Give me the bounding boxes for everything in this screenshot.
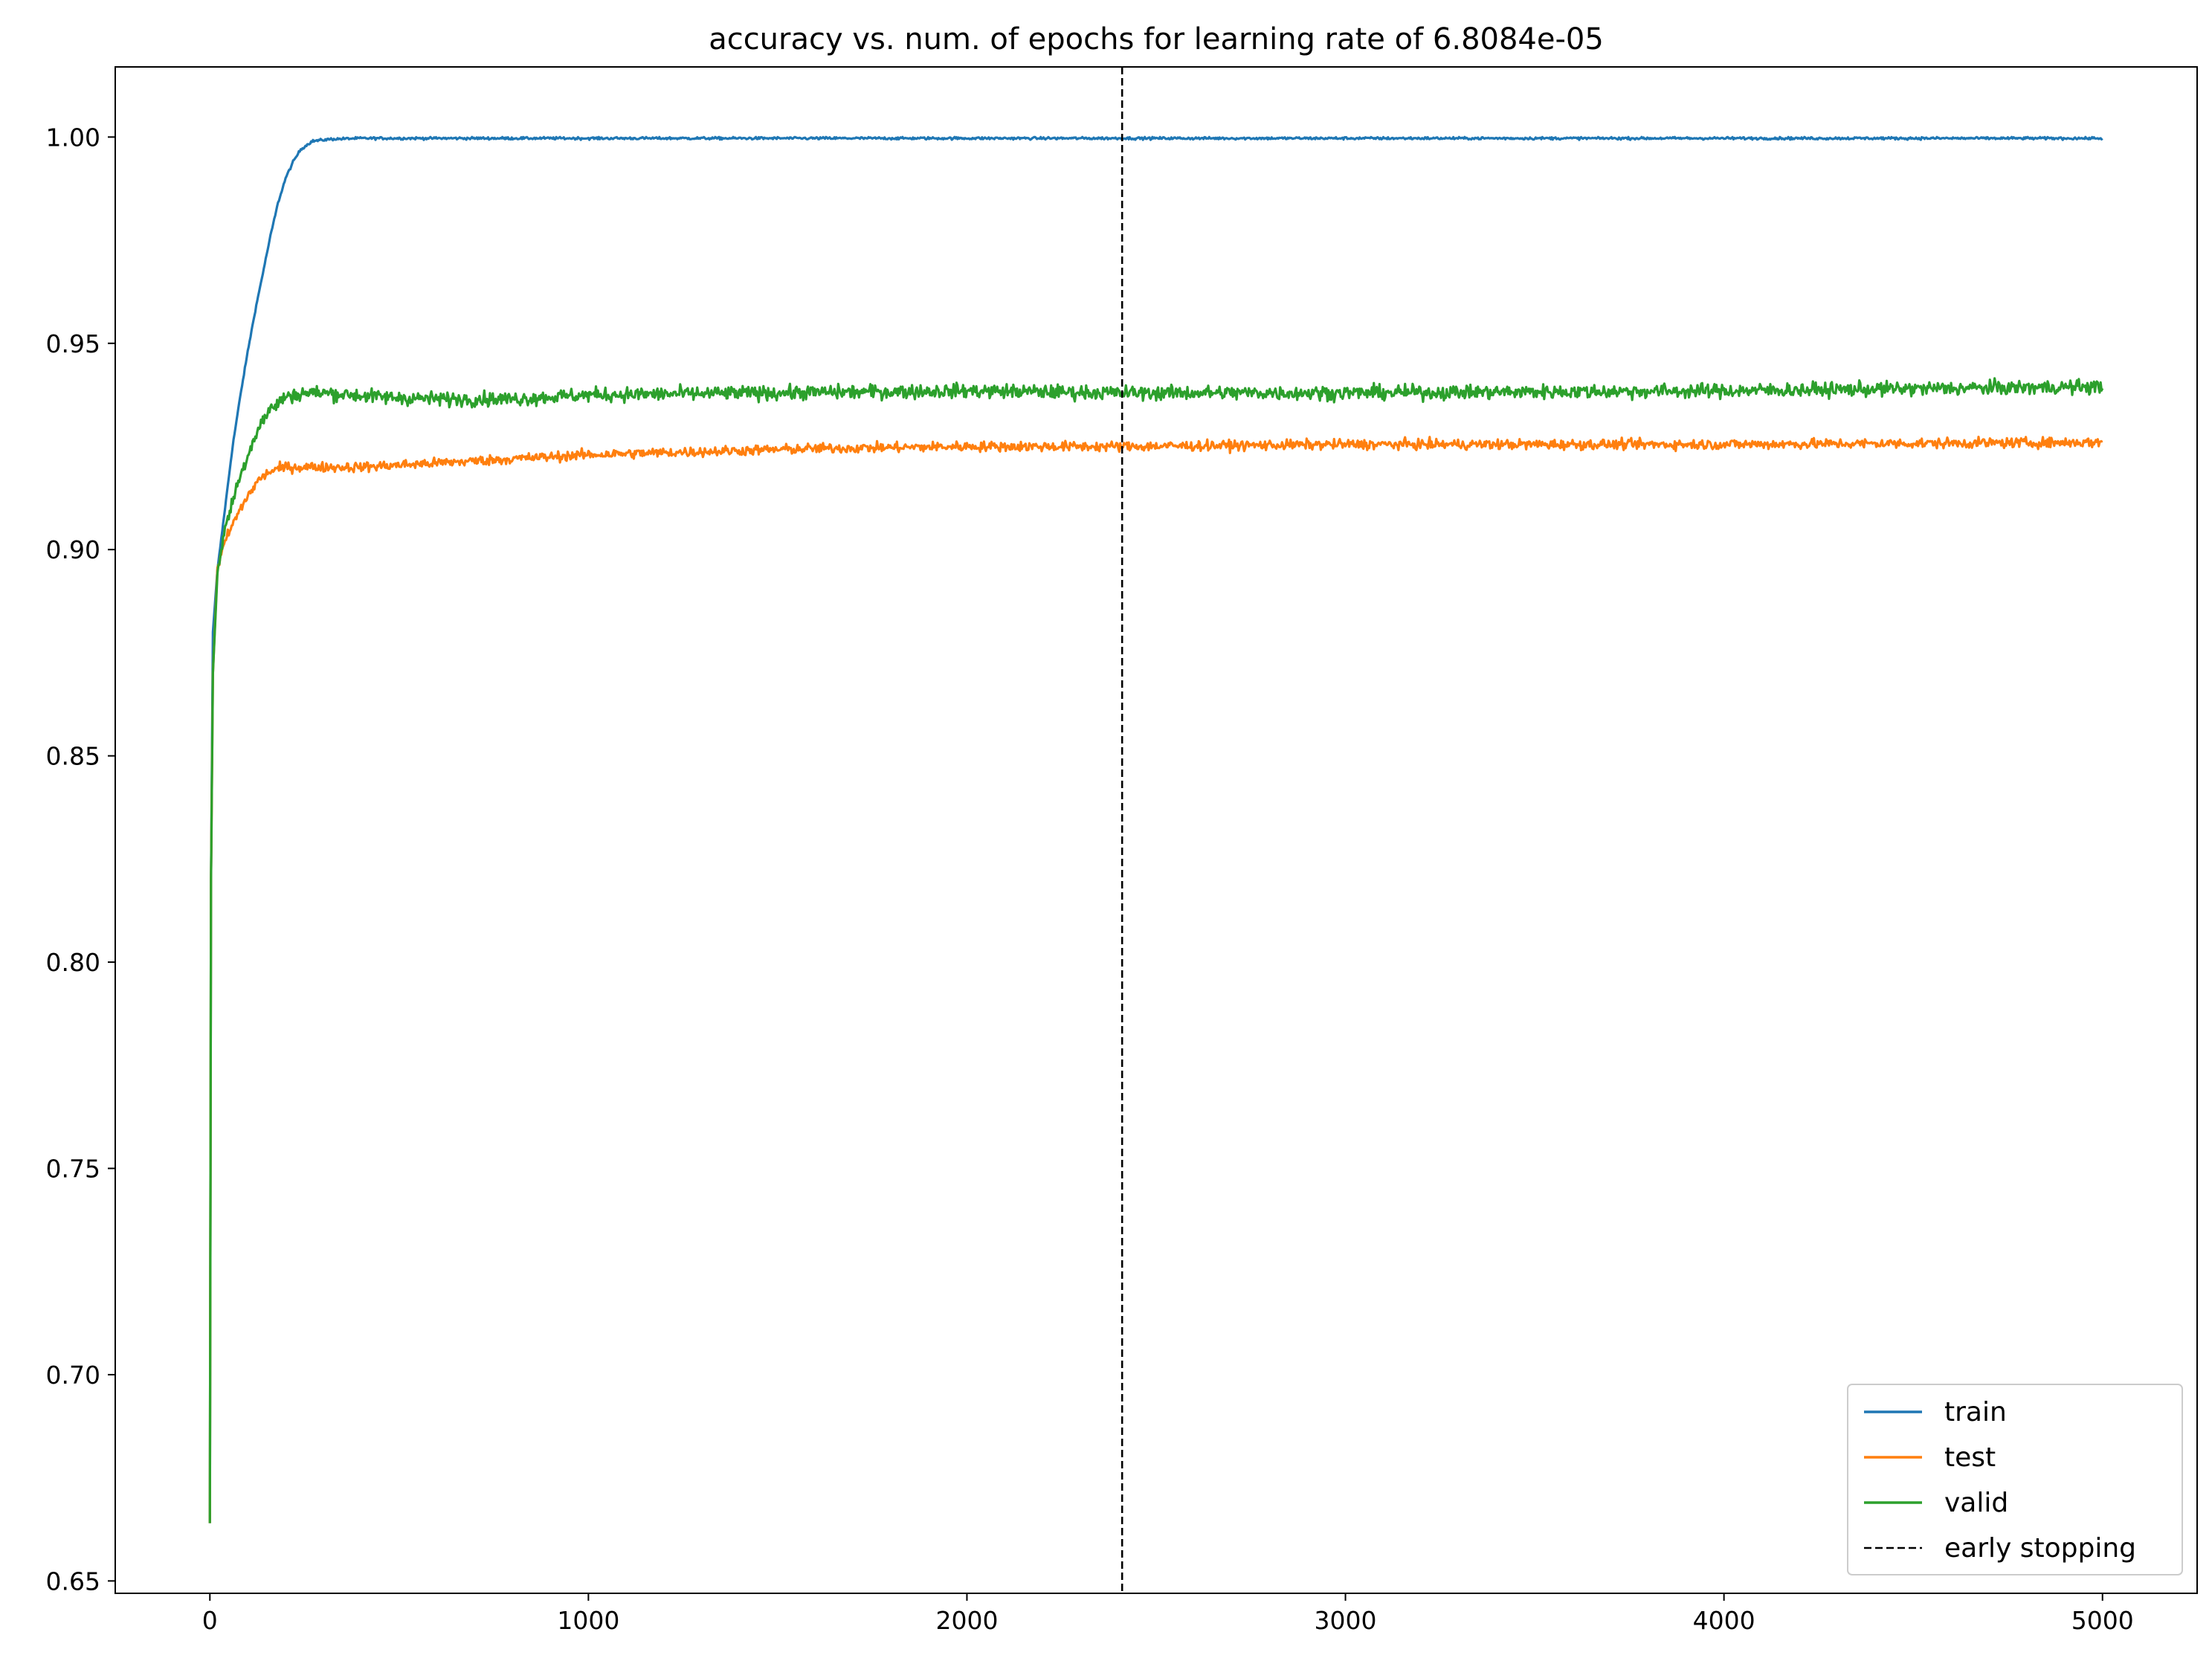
x-tick-label: 5000	[2071, 1606, 2134, 1635]
series-layer	[208, 67, 2104, 1593]
y-tick-label: 0.95	[46, 329, 100, 358]
series-line-test	[208, 435, 2103, 1523]
legend-label: test	[1944, 1442, 1996, 1473]
series-line-valid	[208, 377, 2104, 1523]
legend-box	[1847, 1384, 2183, 1575]
y-tick-label: 0.70	[46, 1361, 100, 1390]
legend-label: train	[1944, 1397, 2007, 1428]
y-tick-label: 0.65	[46, 1567, 100, 1596]
legend: train test valid early stopping	[1847, 1384, 2183, 1575]
legend-label: early stopping	[1944, 1533, 2136, 1564]
y-tick-label: 0.90	[46, 535, 100, 564]
plot-frame	[115, 66, 2198, 1594]
x-tick-label: 1000	[557, 1606, 619, 1635]
legend-label: valid	[1944, 1488, 2008, 1518]
y-tick-label: 0.80	[46, 948, 100, 977]
x-tick-label: 4000	[1693, 1606, 1755, 1635]
y-tick-label: 0.75	[46, 1154, 100, 1183]
axes-layer: 0 1000 2000 3000 4000 5000 0.65 0.70 0.75 0.80 0.8…	[46, 66, 2198, 1635]
series-line-train	[208, 135, 2103, 1523]
x-tick-label: 2000	[935, 1606, 998, 1635]
y-tick-label: 1.00	[46, 123, 100, 152]
x-tick-label: 0	[202, 1606, 218, 1635]
x-tick-label: 3000	[1315, 1606, 1377, 1635]
chart-title: accuracy vs. num. of epochs for learning…	[709, 22, 1604, 57]
y-tick-label: 0.85	[46, 742, 100, 771]
